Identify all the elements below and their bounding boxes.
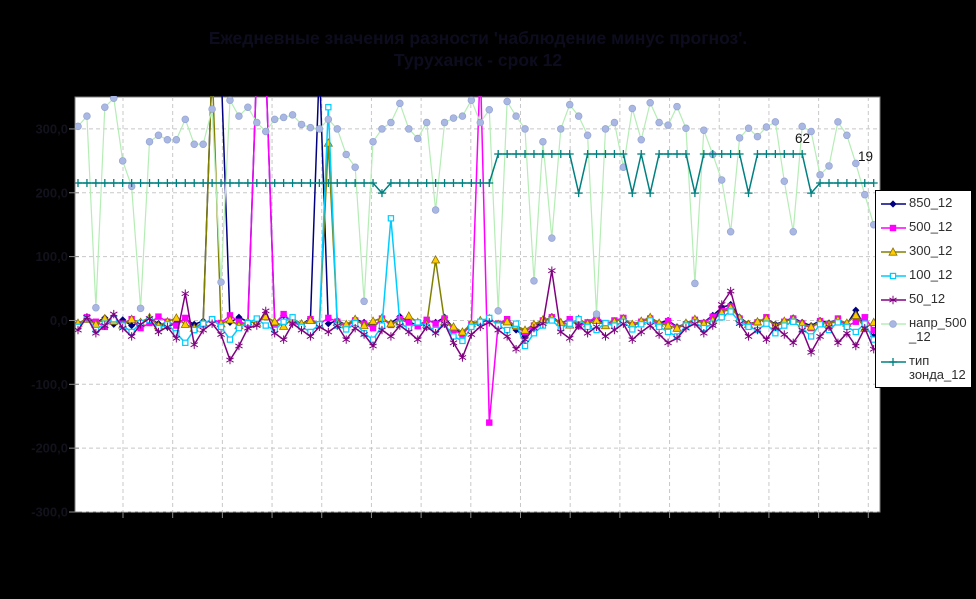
legend-label: 300_12 xyxy=(909,242,953,258)
data-labels: 62 19 xyxy=(795,131,873,164)
y-axis-label: 300,0 xyxy=(35,121,68,136)
legend-label: 100_12 xyxy=(909,266,953,282)
legend-key-circle-icon xyxy=(881,319,906,328)
legend-item-300_12: 300_12 xyxy=(880,242,969,259)
y-axis-label: 200,0 xyxy=(35,185,68,200)
chart-title-line1: Ежедневные значения разности 'наблюдение… xyxy=(208,28,748,48)
axis-ticks xyxy=(69,128,869,518)
y-axis-label: 0,0 xyxy=(50,313,68,328)
legend-label: 50_12 xyxy=(909,290,946,306)
legend-item-500_12: 500_12 xyxy=(880,218,969,235)
legend-key-square-icon xyxy=(881,224,906,232)
y-axis-label: -200,0 xyxy=(31,441,68,456)
legend-key-open-square-icon xyxy=(881,272,906,279)
legend-label: 500_12 xyxy=(909,218,953,234)
series-тип зонда_12 xyxy=(75,150,878,198)
y-axis-label: 100,0 xyxy=(35,249,68,264)
legend-key-diamond-icon xyxy=(881,200,906,208)
chart-title-line2: Туруханск - срок 12 xyxy=(393,50,563,70)
legend-item-850_12: 850_12 xyxy=(880,195,969,211)
y-axis-label: -300,0 xyxy=(31,505,68,520)
legend-key-triangle-icon xyxy=(881,246,906,256)
legend-label: 850_12 xyxy=(909,195,953,210)
data-label: 62 xyxy=(795,131,810,146)
legend-key-asterisk-icon xyxy=(881,295,906,304)
legend-item-50_12: 50_12 xyxy=(880,290,969,307)
legend-label: напр_500_12 xyxy=(909,314,967,345)
legend-label: тип зонда_12 xyxy=(909,352,966,383)
legend-item-тип зонда_12: тип зонда_12 xyxy=(880,352,969,383)
y-axis-labels: 300,0 200,0 100,0 0,0 -100,0 -200,0 -300,0 xyxy=(31,121,68,519)
y-axis-label: -100,0 xyxy=(31,377,68,392)
series-50_12 xyxy=(75,266,878,365)
legend-item-напр_500_12: напр_500_12 xyxy=(880,314,969,345)
legend-item-100_12: 100_12 xyxy=(880,266,969,283)
chart-title: Ежедневные значения разности 'наблюдение… xyxy=(75,27,881,71)
legend-key-plus-icon xyxy=(881,357,906,366)
series-напр_500_12 xyxy=(75,96,878,318)
legend: 850_12 500_12 300_12 100_12 50_12 напр_500_12… xyxy=(875,190,972,388)
data-label: 19 xyxy=(858,149,873,164)
